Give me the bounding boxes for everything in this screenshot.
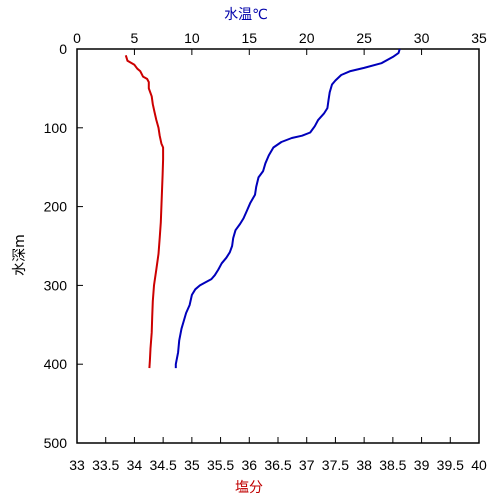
bottom-tick-label: 35 (184, 457, 200, 473)
bottom-tick-label: 39.5 (437, 457, 464, 473)
top-axis-title: 水温℃ (224, 7, 268, 23)
top-tick-label: 30 (414, 30, 430, 46)
bottom-tick-label: 35.5 (207, 457, 234, 473)
top-tick-label: 35 (471, 30, 487, 46)
left-tick-label: 0 (59, 41, 67, 57)
bottom-tick-label: 36 (241, 457, 257, 473)
left-tick-label: 300 (44, 277, 68, 293)
bottom-axis: 33 33.5 34 34.5 35 35.5 36 36.5 37 37.5 38 38.5 39 39… (69, 437, 487, 473)
top-axis: 0 5 10 15 20 25 30 35 (73, 30, 487, 55)
plot-frame (76, 48, 480, 444)
bottom-tick-label: 37.5 (322, 457, 349, 473)
temperature-series-line (174, 48, 401, 369)
left-tick-label: 200 (44, 199, 68, 215)
top-tick-label: 15 (241, 30, 257, 46)
bottom-tick-label: 33.5 (92, 457, 119, 473)
bottom-tick-label: 38.5 (379, 457, 406, 473)
left-tick-label: 500 (44, 435, 68, 451)
bottom-tick-label: 39 (414, 457, 430, 473)
top-tick-label: 5 (131, 30, 139, 46)
bottom-tick-label: 34.5 (150, 457, 177, 473)
top-tick-label: 0 (73, 30, 81, 46)
top-tick-label: 10 (184, 30, 200, 46)
top-tick-label: 20 (299, 30, 315, 46)
left-tick-label: 400 (44, 356, 68, 372)
bottom-tick-label: 33 (69, 457, 85, 473)
left-axis-title: 水深m (12, 234, 28, 276)
bottom-tick-label: 38 (356, 457, 372, 473)
bottom-axis-title: 塩分 (235, 480, 263, 496)
top-tick-label: 25 (356, 30, 372, 46)
bottom-tick-label: 40 (471, 457, 487, 473)
bottom-tick-label: 34 (127, 457, 143, 473)
series-layer (124, 48, 401, 369)
salinity-series-line (124, 55, 165, 369)
left-tick-label: 100 (44, 120, 68, 136)
bottom-tick-label: 37 (299, 457, 315, 473)
left-axis: 0 100 200 300 400 500 (44, 41, 83, 451)
bottom-tick-label: 36.5 (264, 457, 291, 473)
